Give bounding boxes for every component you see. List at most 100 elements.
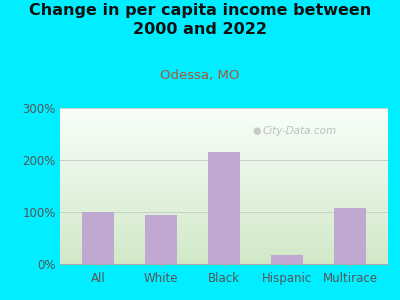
Bar <box>60 215 388 216</box>
Bar <box>60 152 388 153</box>
Bar <box>60 219 388 220</box>
Bar <box>60 142 388 143</box>
Bar <box>60 135 388 136</box>
Bar <box>60 202 388 203</box>
Bar <box>60 226 388 227</box>
Bar <box>60 236 388 237</box>
Bar <box>60 149 388 150</box>
Text: Odessa, MO: Odessa, MO <box>160 69 240 82</box>
Bar <box>60 261 388 262</box>
Bar <box>60 179 388 180</box>
Bar <box>60 174 388 175</box>
Bar <box>60 185 388 186</box>
Bar <box>60 223 388 224</box>
Bar <box>60 180 388 181</box>
Bar <box>60 167 388 168</box>
Bar <box>60 141 388 142</box>
Bar <box>60 193 388 194</box>
Bar <box>60 260 388 261</box>
Bar <box>60 257 388 258</box>
Bar <box>60 130 388 131</box>
Bar <box>60 218 388 219</box>
Bar <box>60 197 388 198</box>
Bar <box>60 211 388 212</box>
Bar <box>60 115 388 116</box>
Bar <box>60 114 388 115</box>
Bar <box>60 222 388 223</box>
Bar <box>60 145 388 146</box>
Bar <box>271 255 303 264</box>
Bar <box>60 206 388 207</box>
Bar <box>60 171 388 172</box>
Bar <box>60 154 388 155</box>
Bar <box>60 140 388 141</box>
Bar <box>60 253 388 254</box>
Bar <box>60 181 388 182</box>
Bar <box>60 192 388 193</box>
Bar <box>60 120 388 121</box>
Bar <box>60 217 388 218</box>
Bar <box>60 207 388 208</box>
Bar <box>60 146 388 147</box>
Bar <box>60 169 388 170</box>
Bar <box>60 143 388 144</box>
Text: City-Data.com: City-Data.com <box>262 126 336 136</box>
Bar <box>60 221 388 222</box>
Bar <box>60 156 388 157</box>
Bar <box>60 234 388 235</box>
Bar <box>60 158 388 159</box>
Bar <box>60 231 388 232</box>
Bar <box>60 196 388 197</box>
Bar <box>60 173 388 174</box>
Bar <box>60 239 388 240</box>
Bar <box>60 162 388 163</box>
Bar <box>60 214 388 215</box>
Bar <box>82 212 114 264</box>
Bar <box>60 233 388 234</box>
Bar <box>60 159 388 160</box>
Bar <box>60 184 388 185</box>
Bar <box>60 238 388 239</box>
Bar <box>60 177 388 178</box>
Bar <box>60 111 388 112</box>
Bar <box>60 118 388 119</box>
Bar <box>60 256 388 257</box>
Bar <box>60 263 388 264</box>
Bar <box>60 255 388 256</box>
Bar <box>60 147 388 148</box>
Bar <box>60 144 388 145</box>
Bar <box>60 125 388 126</box>
Bar <box>60 252 388 253</box>
Bar <box>334 208 366 264</box>
Bar <box>60 200 388 201</box>
Bar <box>60 133 388 134</box>
Bar <box>145 214 177 264</box>
Bar <box>60 190 388 191</box>
Bar <box>60 212 388 213</box>
Bar <box>60 210 388 211</box>
Text: Change in per capita income between
2000 and 2022: Change in per capita income between 2000… <box>29 3 371 37</box>
Bar <box>60 126 388 127</box>
Bar <box>60 168 388 169</box>
Bar <box>60 201 388 202</box>
Bar <box>60 163 388 164</box>
Bar <box>60 230 388 231</box>
Bar <box>60 116 388 117</box>
Bar <box>60 235 388 236</box>
Bar <box>60 151 388 152</box>
Bar <box>60 150 388 151</box>
Bar <box>60 244 388 245</box>
Bar <box>60 178 388 179</box>
Bar <box>60 155 388 156</box>
Bar <box>60 182 388 183</box>
Bar <box>60 137 388 138</box>
Bar <box>60 262 388 263</box>
Bar <box>60 204 388 205</box>
Bar <box>60 208 388 209</box>
Bar <box>60 186 388 187</box>
Bar <box>60 110 388 111</box>
Bar <box>60 232 388 233</box>
Bar <box>60 228 388 229</box>
Bar <box>60 194 388 195</box>
Bar <box>60 224 388 225</box>
